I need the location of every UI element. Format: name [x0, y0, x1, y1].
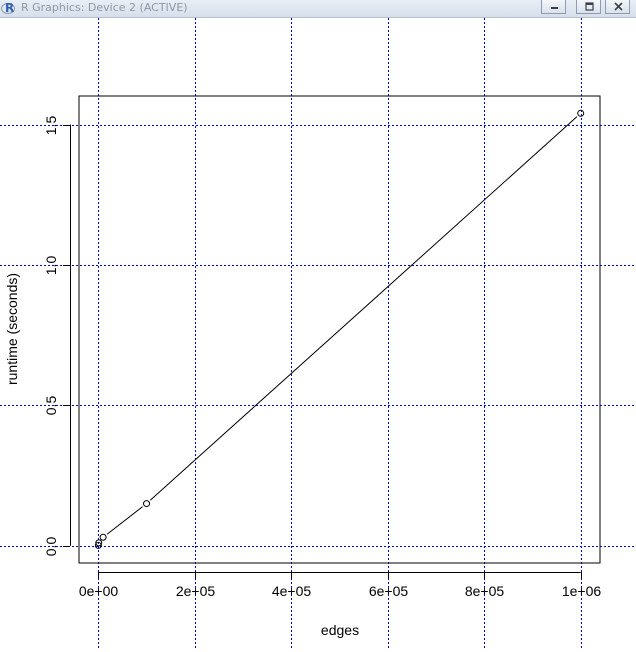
data-point [577, 109, 585, 117]
series-line-segment [149, 116, 578, 501]
y-tick-label: 0.5 [43, 396, 59, 416]
window-title: R Graphics: Device 2 (ACTIVE) [21, 1, 188, 14]
y-tick-label: 1.0 [43, 256, 59, 276]
data-point [94, 541, 102, 549]
plot-area: 0e+00 2e+05 4e+05 6e+05 8e+05 1e+06 0.0 0.5 1.0 1… [0, 18, 636, 648]
grid [0, 18, 636, 648]
series [94, 109, 585, 549]
x-tick-label: 6e+05 [369, 583, 409, 599]
y-axis-label: runtime (seconds) [4, 273, 20, 385]
x-tick-label: 2e+05 [176, 583, 216, 599]
line-chart: 0e+00 2e+05 4e+05 6e+05 8e+05 1e+06 0.0 0.5 1.0 1… [0, 18, 636, 648]
data-point [95, 539, 103, 547]
restore-icon [585, 2, 594, 11]
x-tick-label: 8e+05 [465, 583, 505, 599]
series-line-segment [106, 506, 143, 535]
minimize-button[interactable] [541, 0, 566, 14]
close-icon [614, 2, 623, 11]
x-tick-label: 0e+00 [79, 583, 119, 599]
data-point [143, 500, 151, 508]
close-button[interactable] [605, 0, 630, 14]
axes: 0e+00 2e+05 4e+05 6e+05 8e+05 1e+06 0.0 0.5 1.0 1… [43, 116, 601, 599]
window-titlebar: R R Graphics: Device 2 (ACTIVE) [0, 0, 636, 18]
data-point [99, 533, 107, 541]
y-tick-label: 1.5 [43, 116, 59, 136]
restore-button[interactable] [576, 0, 601, 14]
x-tick-label: 1e+06 [562, 583, 602, 599]
plot-box [78, 95, 601, 564]
y-tick-label: 0.0 [43, 537, 59, 557]
r-logo-icon: R [1, 1, 17, 15]
x-axis-label: edges [321, 622, 359, 638]
minimize-icon [551, 7, 558, 9]
x-tick-label: 4e+05 [272, 583, 312, 599]
